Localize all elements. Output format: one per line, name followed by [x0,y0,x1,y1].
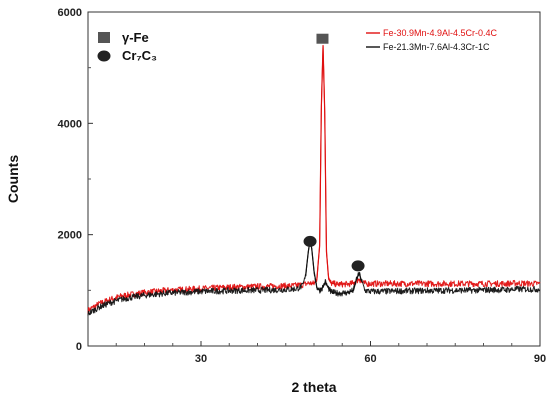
phase-marker-circle-1 [303,235,317,247]
phase-marker-circle-2 [351,260,365,272]
series-layer [87,44,541,316]
y-tick-label-1: 2000 [58,230,82,242]
x-axis-title: 2 theta [291,379,336,395]
legend-layer: Fe-30.9Mn-4.9Al-4.5Cr-0.4C Fe-21.3Mn-7.6A… [97,28,498,63]
series-peak-1 [304,240,363,294]
y-axis-title: Counts [5,155,21,203]
phase-marker-square-0 [316,33,329,44]
marker-legend-label-1: Cr₇C₃ [122,48,157,63]
marker-legend-square [98,32,110,43]
series-line-0 [87,44,541,314]
marker-legend-label-0: γ-Fe [122,30,149,45]
y-tick-label-3: 6000 [58,7,82,19]
y-tick-label-2: 4000 [58,118,82,130]
phase-marker-layer [303,33,365,272]
x-tick-label-2: 90 [534,353,546,365]
x-tick-label-0: 30 [195,353,207,365]
legend-label-0: Fe-30.9Mn-4.9Al-4.5Cr-0.4C [383,28,498,38]
series-peak-0 [308,45,363,285]
y-tick-label-0: 0 [76,341,82,353]
marker-legend-circle [97,50,111,62]
x-tick-label-1: 60 [364,353,376,365]
legend-label-1: Fe-21.3Mn-7.6Al-4.3Cr-1C [383,42,490,52]
axes-layer: 30 60 90 0 2000 4000 6000 [58,7,547,365]
